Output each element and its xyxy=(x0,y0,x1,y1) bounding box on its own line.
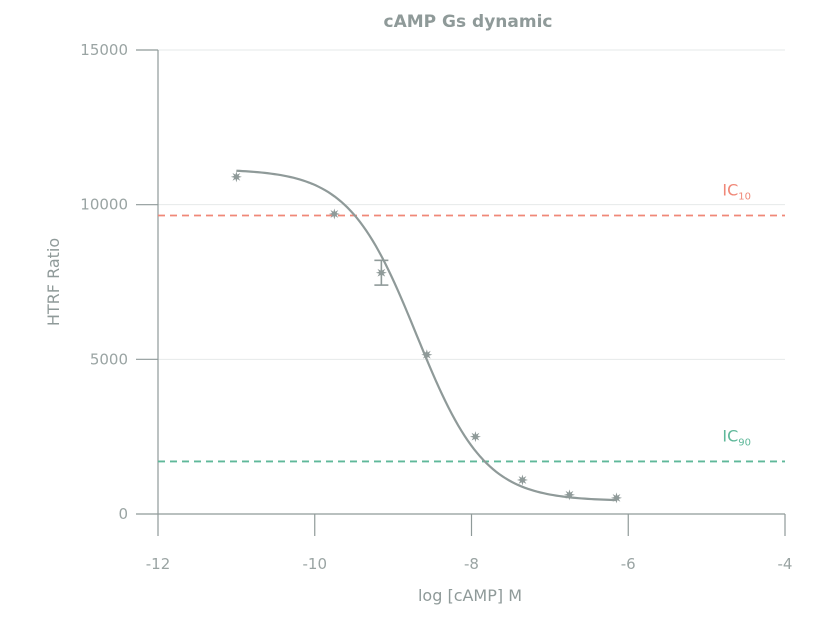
reference-lines: IC10 IC90 xyxy=(158,180,785,463)
x-tick-label: -10 xyxy=(303,555,328,573)
y-tick-label: 5000 xyxy=(90,350,128,368)
y-tick-label: 0 xyxy=(118,505,128,523)
fit-curve xyxy=(236,169,617,502)
data-point xyxy=(230,171,242,183)
y-tick-label: 15000 xyxy=(80,41,128,59)
y-axis-title: HTRF Ratio xyxy=(44,238,63,326)
chart-title: cAMP Gs dynamic xyxy=(384,12,553,32)
x-tick-label: -8 xyxy=(464,555,479,573)
x-ticks: -12 -10 -8 -6 -4 xyxy=(146,514,793,573)
data-point xyxy=(328,208,340,220)
data-point xyxy=(375,267,387,279)
data-point xyxy=(610,492,622,504)
ic10-label: IC10 xyxy=(722,180,751,202)
data-point xyxy=(516,474,528,486)
data-points xyxy=(230,171,622,504)
x-tick-label: -4 xyxy=(778,555,793,573)
data-point xyxy=(563,489,575,501)
grid xyxy=(158,49,785,360)
x-axis-title: log [cAMP] M xyxy=(418,586,522,605)
x-tick-label: -6 xyxy=(621,555,636,573)
y-tick-label: 10000 xyxy=(80,196,128,214)
x-tick-label: -12 xyxy=(146,555,171,573)
data-point xyxy=(469,431,481,443)
ic90-label: IC90 xyxy=(722,426,751,448)
data-point xyxy=(421,349,433,361)
y-ticks: 0 5000 10000 15000 xyxy=(80,41,158,523)
